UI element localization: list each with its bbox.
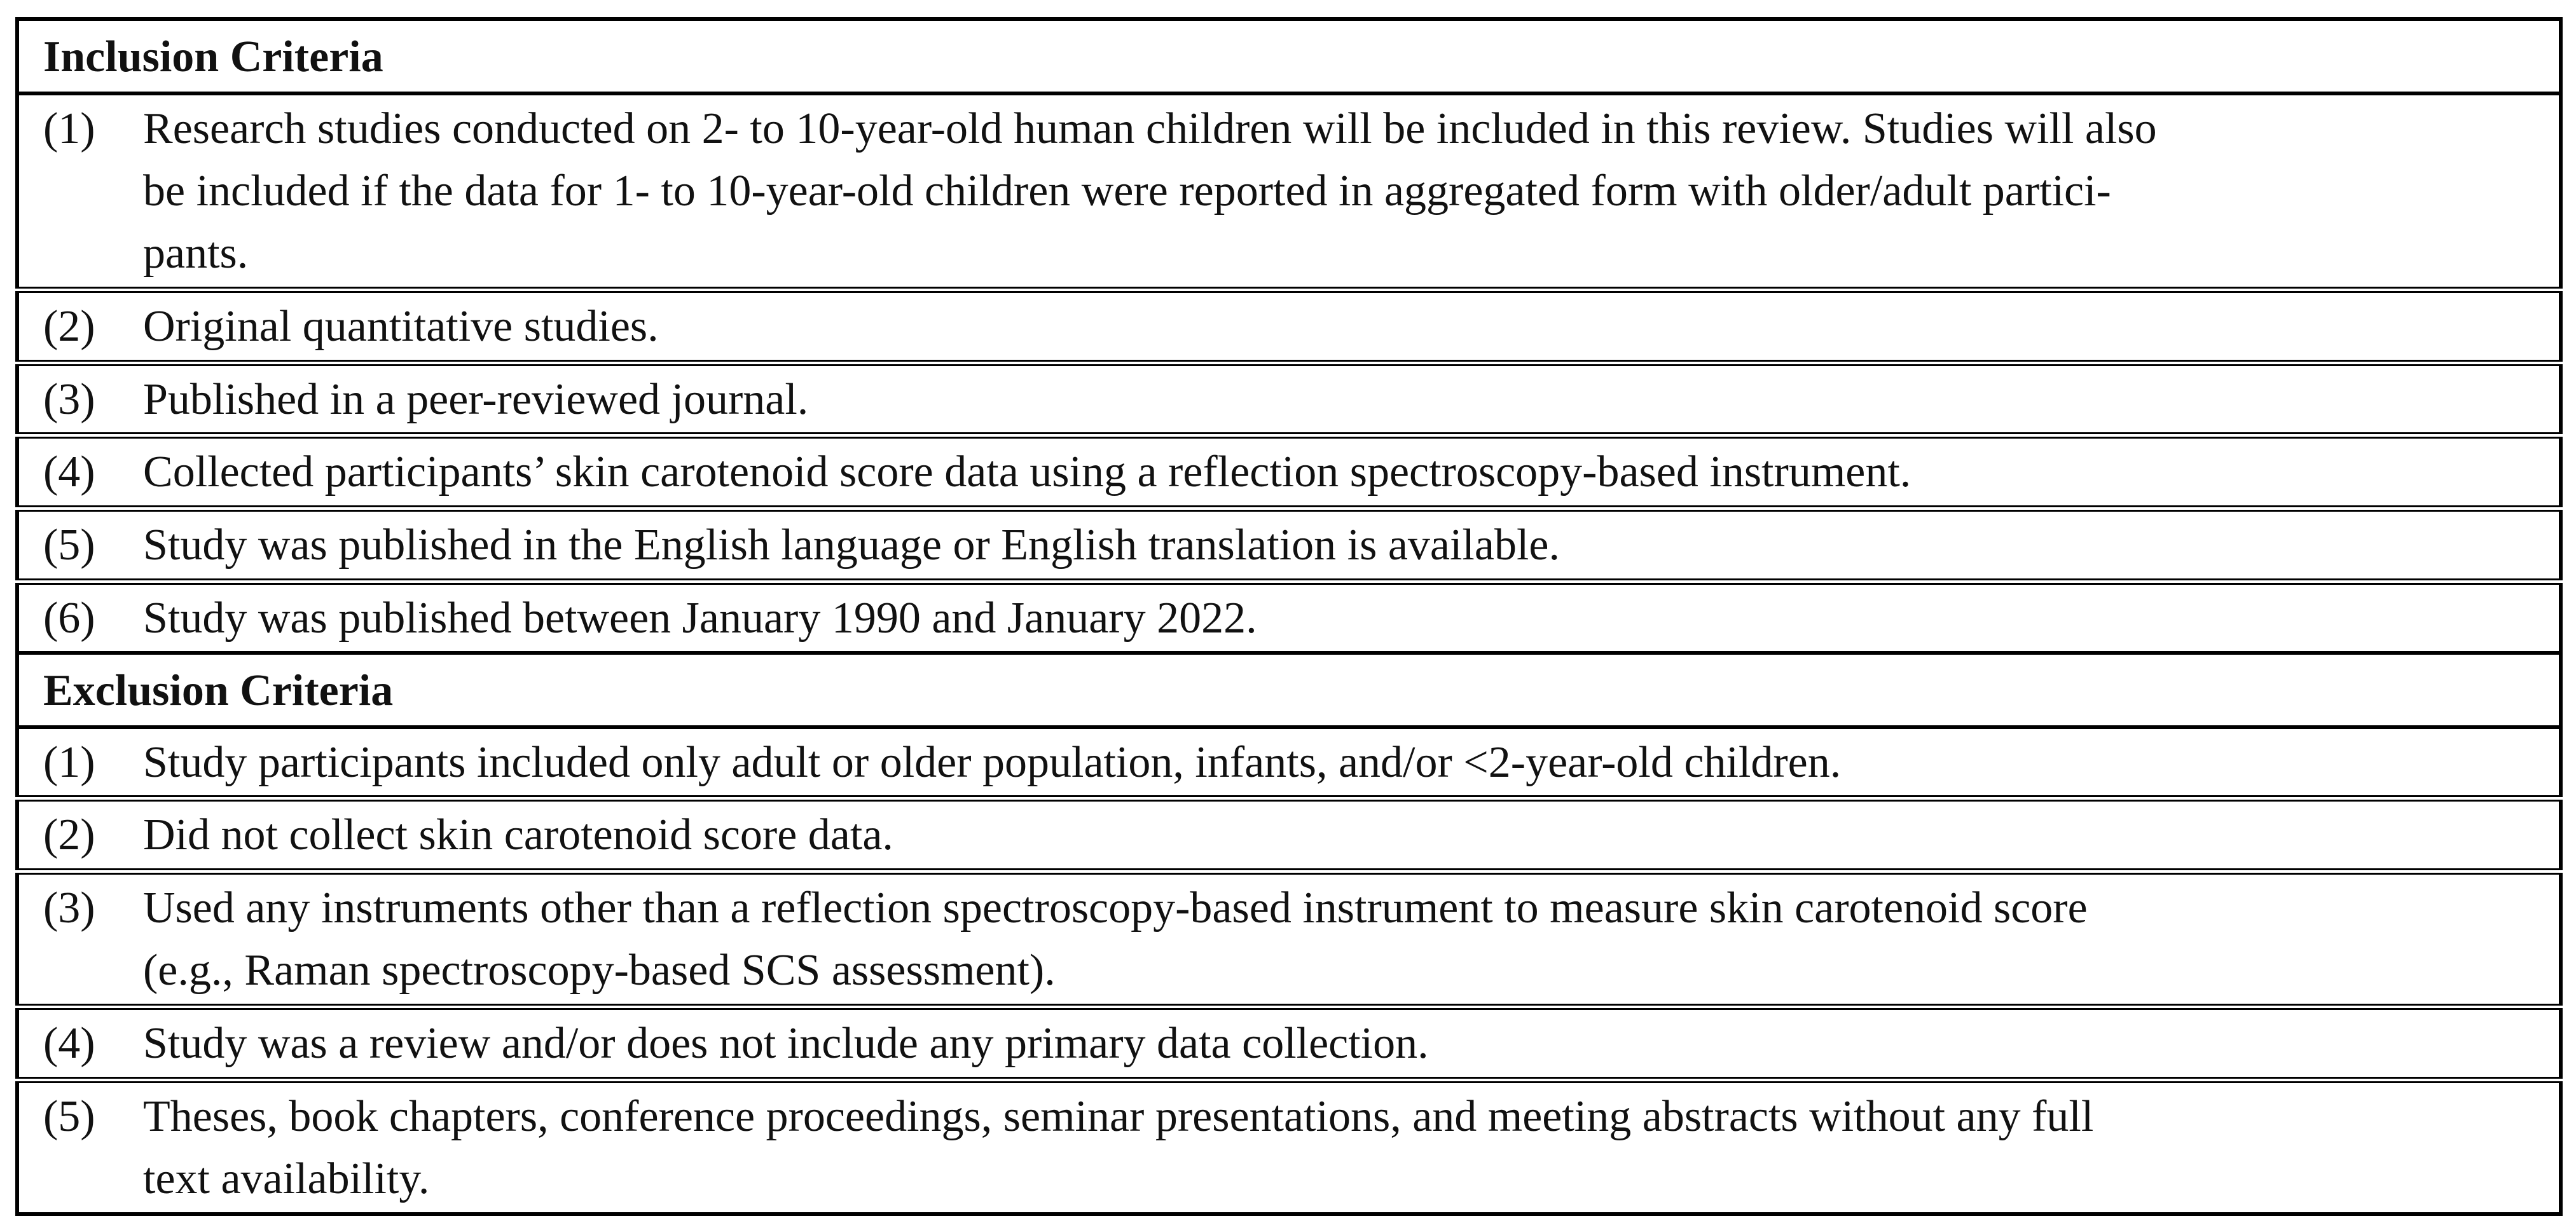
- criterion-number: (5): [43, 1091, 95, 1141]
- section-header-row: Exclusion Criteria: [17, 653, 2561, 727]
- section-header: Exclusion Criteria: [43, 666, 394, 716]
- criterion-text: Study was a review and/or does not inclu…: [143, 1019, 1429, 1069]
- criterion-number: (3): [43, 374, 95, 424]
- section-header: Inclusion Criteria: [43, 32, 383, 81]
- criterion-row: (2) Original quantitative studies.: [17, 290, 2561, 363]
- criterion-row: (3) Used any instruments other than a ref…: [17, 871, 2561, 1007]
- criterion-number: (6): [43, 593, 95, 643]
- criterion-number: (1): [43, 104, 95, 153]
- criterion-number: (2): [43, 302, 95, 352]
- criteria-table-body: Inclusion Criteria (1) Research studies co…: [17, 19, 2561, 1214]
- criterion-text: Research studies conducted on 2- to 10-y…: [143, 104, 2157, 278]
- criterion-text: Collected participants’ skin carotenoid …: [143, 448, 1911, 497]
- criterion-text: Published in a peer-reviewed journal.: [143, 374, 809, 424]
- criterion-row: (6) Study was published between January 1…: [17, 581, 2561, 653]
- criterion-row: (4) Collected participants’ skin caroteno…: [17, 435, 2561, 509]
- criterion-text: Study was published between January 1990…: [143, 593, 1257, 643]
- criterion-number: (3): [43, 884, 95, 933]
- criterion-number: (5): [43, 521, 95, 570]
- section-header-row: Inclusion Criteria: [17, 19, 2561, 93]
- criterion-text: Did not collect skin carotenoid score da…: [143, 810, 893, 860]
- criterion-row: (5) Study was published in the English la…: [17, 509, 2561, 582]
- criterion-text: Study was published in the English langu…: [143, 521, 1560, 570]
- criterion-row: (1) Study participants included only adul…: [17, 727, 2561, 799]
- criterion-number: (4): [43, 448, 95, 497]
- criteria-table: Inclusion Criteria (1) Research studies co…: [15, 17, 2563, 1216]
- criterion-row: (2) Did not collect skin carotenoid score…: [17, 798, 2561, 871]
- criterion-text: Study participants included only adult o…: [143, 737, 1842, 787]
- criterion-number: (4): [43, 1019, 95, 1069]
- criterion-text: Theses, book chapters, conference procee…: [143, 1091, 2094, 1203]
- criterion-row: (5) Theses, book chapters, conference pro…: [17, 1079, 2561, 1214]
- criterion-row: (3) Published in a peer-reviewed journal.: [17, 362, 2561, 436]
- criterion-text: Used any instruments other than a reflec…: [143, 884, 2088, 995]
- criterion-row: (4) Study was a review and/or does not in…: [17, 1007, 2561, 1080]
- criterion-number: (1): [43, 737, 95, 787]
- criterion-text: Original quantitative studies.: [143, 302, 659, 352]
- criterion-row: (1) Research studies conducted on 2- to 1…: [17, 93, 2561, 290]
- criterion-number: (2): [43, 810, 95, 860]
